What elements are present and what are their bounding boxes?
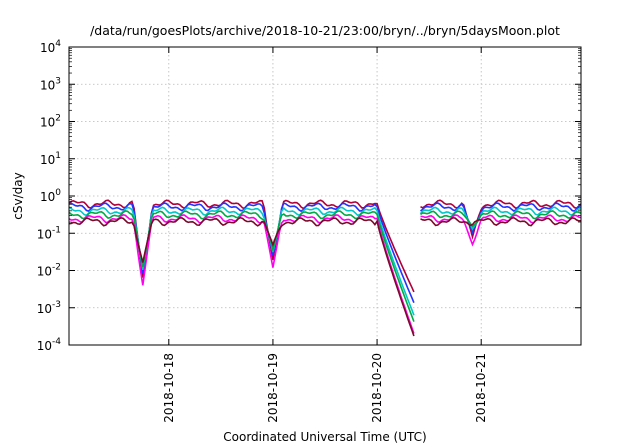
y-tick-label: 10-1 — [37, 225, 61, 241]
y-axis-label: cSv/day — [11, 172, 25, 219]
y-tick-label: 10-2 — [37, 263, 61, 279]
series-line-3 — [420, 210, 582, 228]
y-tick-label: 102 — [40, 114, 61, 130]
grid — [69, 47, 581, 345]
series-line-1 — [68, 202, 415, 304]
x-tick-label: 2018-10-18 — [162, 353, 176, 423]
x-axis-ticks: 2018-10-18 2018-10-19 2018-10-20 2018-10-21 — [162, 47, 488, 423]
y-tick-label: 103 — [40, 76, 61, 92]
x-axis-label: Coordinated Universal Time (UTC) — [223, 430, 426, 444]
series-line-2 — [419, 206, 582, 231]
x-tick-label: 2018-10-21 — [474, 353, 488, 423]
y-tick-label: 10-3 — [37, 300, 61, 316]
y-tick-label: 101 — [40, 151, 61, 167]
series-layer — [68, 199, 582, 337]
series-line-5 — [68, 216, 415, 337]
y-axis-ticks: 10-4 10-3 10-2 10-1 100 101 102 103 104 — [37, 39, 581, 353]
y-tick-label: 10-4 — [37, 337, 62, 353]
series-line-2 — [68, 206, 415, 316]
x-tick-label: 2018-10-20 — [370, 353, 384, 423]
series-line-4 — [420, 214, 582, 247]
series-line-3 — [68, 210, 415, 322]
y-tick-label: 104 — [40, 39, 61, 55]
series-line-1 — [420, 202, 582, 235]
y-tick-label: 100 — [40, 188, 61, 204]
chart-title: /data/run/goesPlots/archive/2018-10-21/2… — [90, 23, 560, 38]
x-tick-label: 2018-10-19 — [266, 353, 280, 423]
series-line-5 — [420, 216, 582, 227]
series-line-4 — [68, 214, 415, 334]
